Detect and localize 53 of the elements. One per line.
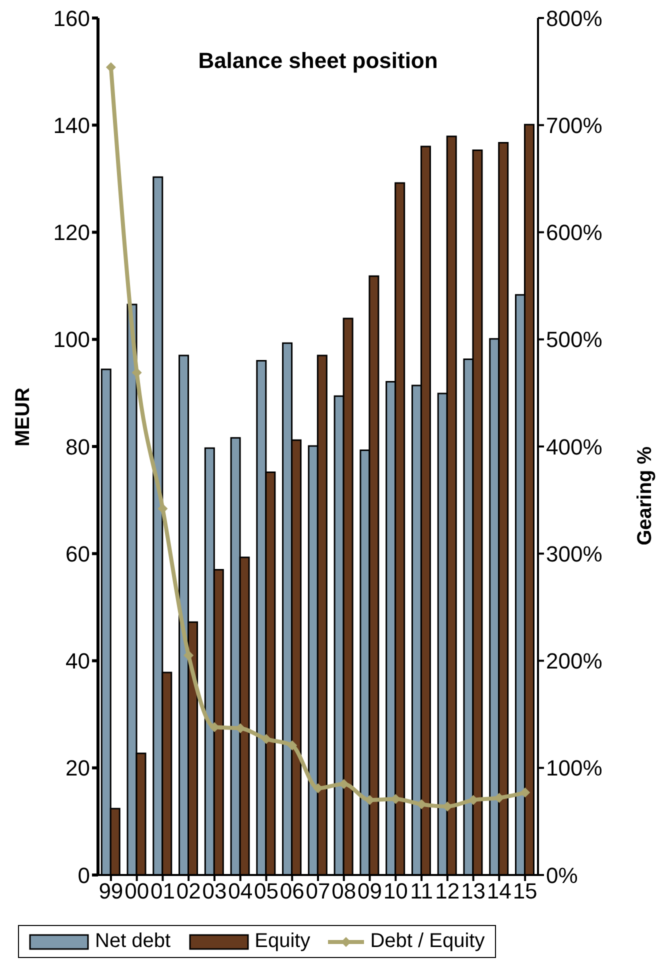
y-tick-label: 0 — [78, 862, 90, 888]
text: Balance sheet position — [197, 48, 439, 74]
point — [106, 62, 116, 72]
legend-label: Debt / Equity — [370, 930, 485, 953]
point — [209, 722, 220, 732]
y2-tick-label: 800% — [546, 6, 602, 31]
x-tick-label: 04 — [228, 878, 253, 904]
x-tick-label: 11 — [410, 878, 433, 904]
y2-tick-label: 300% — [546, 541, 602, 566]
x-tick-label: 05 — [254, 878, 278, 904]
x-tick-label: 12 — [435, 878, 460, 904]
y-tick-label: 80 — [66, 434, 90, 460]
x-tick-label: 13 — [461, 878, 486, 904]
y-axis-title: MEUR — [12, 387, 34, 446]
legend-label: Net debt — [95, 930, 171, 953]
y-tick-label: 100 — [53, 327, 90, 352]
x-tick-label: 15 — [512, 878, 538, 904]
point — [494, 792, 504, 803]
y-tick-label: 60 — [66, 541, 90, 566]
point — [313, 783, 323, 794]
y2-tick-label: 600% — [546, 220, 602, 246]
y2-tick-label: 100% — [546, 756, 602, 781]
x-tick-label: 07 — [306, 878, 330, 904]
y2-tick-label: 400% — [546, 434, 602, 460]
y-tick-label: 140 — [53, 112, 90, 138]
y2-tick-label: 700% — [546, 112, 602, 138]
y2-tick-label: 0% — [546, 862, 578, 888]
y-tick-label: 160 — [53, 6, 90, 31]
y2-tick-label: 200% — [546, 648, 602, 674]
x-tick-label: 00 — [124, 878, 150, 904]
x-tick-label: 99 — [98, 878, 124, 904]
x-tick-label: 02 — [176, 878, 201, 904]
point — [158, 504, 168, 514]
x-tick-label: 01 — [150, 878, 175, 904]
point — [287, 740, 298, 750]
point — [261, 734, 272, 744]
point — [416, 799, 427, 810]
x-tick-label: 14 — [486, 878, 512, 904]
y-tick-label: 40 — [66, 648, 90, 674]
y2-tick-label: 500% — [546, 327, 602, 352]
x-tick-label: 09 — [358, 878, 382, 904]
x-tick-label: 10 — [383, 878, 408, 904]
point — [520, 788, 530, 798]
y2-axis-title: Gearing % — [634, 446, 656, 546]
point — [184, 650, 194, 660]
y-tick-label: 120 — [53, 220, 90, 246]
x-tick-label: 03 — [202, 878, 227, 904]
point — [468, 795, 478, 806]
x-tick-label: 06 — [280, 878, 304, 904]
x-tick-label: 08 — [332, 878, 356, 904]
y-tick-label: 20 — [66, 756, 90, 781]
legend-label: Equity — [254, 930, 310, 953]
point — [132, 368, 142, 378]
